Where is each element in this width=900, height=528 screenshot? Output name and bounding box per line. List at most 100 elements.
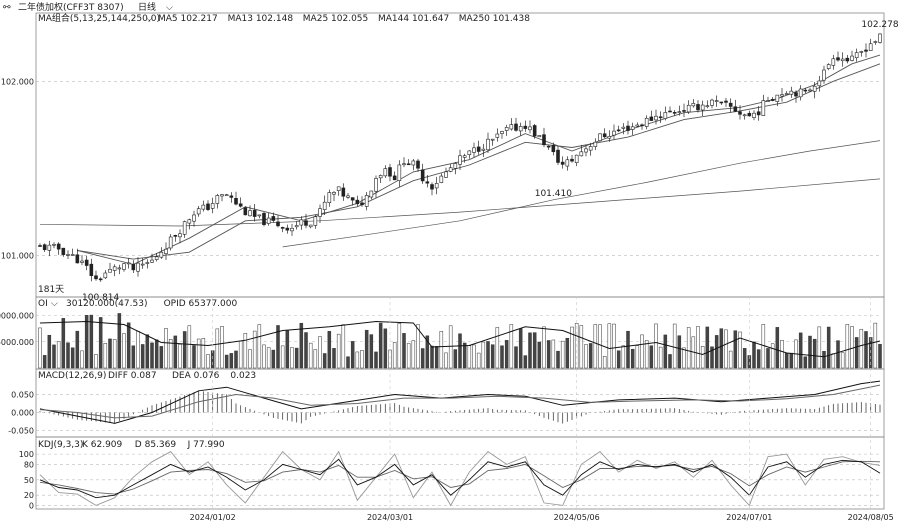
volume-bar-42 — [234, 350, 238, 369]
kdj-panel-frame — [35, 436, 885, 510]
readout-1: MA13 102.148 — [228, 14, 294, 24]
volume-bar-132 — [654, 323, 658, 369]
ma-group-dropdown-icon[interactable]: ⌵ — [146, 14, 153, 24]
oi-plot — [38, 313, 882, 369]
volume-bar-52 — [280, 345, 285, 369]
days-label: 181天 — [38, 285, 64, 295]
candle-body-162 — [794, 92, 798, 97]
period-dropdown-icon[interactable]: ⌵ — [166, 3, 173, 13]
candle-body-126 — [626, 125, 630, 131]
candle-body-176 — [859, 51, 864, 53]
volume-bar-170 — [831, 353, 836, 369]
volume-bar-127 — [630, 348, 635, 369]
candle-body-112 — [560, 161, 565, 165]
candle-body-70 — [364, 195, 369, 207]
candle-body-135 — [668, 110, 672, 113]
candle-body-65 — [341, 187, 346, 197]
candle-body-122 — [607, 136, 612, 139]
y-tick-kdj-100: 100 — [19, 450, 34, 459]
x-tick-2: 2024/05/06 — [554, 513, 600, 522]
candle-body-172 — [840, 58, 845, 62]
volume-bar-130 — [644, 340, 649, 369]
volume-bar-116 — [579, 325, 584, 369]
volume-bar-81 — [416, 324, 420, 369]
oi-dropdown-icon[interactable]: ⌵ — [51, 299, 58, 309]
volume-bar-87 — [444, 352, 448, 369]
y-tick-kdj-80: 80 — [24, 460, 34, 469]
candle-body-26 — [159, 251, 164, 258]
candle-body-166 — [812, 85, 817, 92]
period-label[interactable]: 日线 — [138, 1, 156, 13]
candle-body-69 — [360, 202, 364, 206]
candle-body-62 — [327, 192, 332, 203]
candle-body-98 — [495, 133, 500, 138]
macd-readouts: DIFF 0.087 DEA 0.076 0.023 — [108, 371, 256, 381]
candle-body-158 — [775, 94, 780, 102]
candle-body-155 — [761, 100, 766, 116]
candle-body-109 — [546, 145, 551, 148]
volume-bar-161 — [789, 352, 794, 369]
readout-0: MA5 102.217 — [158, 14, 218, 24]
volume-bar-88 — [448, 325, 453, 369]
volume-bar-93 — [472, 344, 476, 369]
candle-body-173 — [845, 57, 850, 62]
link-icon[interactable]: ⚯ — [3, 3, 11, 13]
volume-bar-69 — [360, 350, 364, 369]
volume-bar-22 — [140, 344, 145, 369]
candle-body-49 — [266, 217, 271, 224]
volume-bar-137 — [677, 335, 682, 369]
volume-bar-95 — [481, 341, 486, 369]
candle-body-53 — [285, 227, 290, 231]
candle-body-96 — [486, 138, 490, 151]
candle-body-138 — [682, 110, 686, 112]
candle-body-36 — [206, 203, 210, 210]
candle-body-2 — [47, 244, 52, 251]
volume-bar-123 — [612, 323, 616, 369]
candle-body-90 — [458, 155, 462, 165]
volume-bar-141 — [696, 326, 700, 369]
candle-body-42 — [234, 198, 238, 205]
volume-bar-86 — [439, 331, 444, 369]
candle-body-20 — [131, 263, 136, 271]
candle-body-30 — [178, 233, 182, 238]
candle-body-137 — [677, 111, 682, 113]
kdj-legend: KDJ(9,3,3) K 62.909 D 85.369 J 77.990 — [38, 440, 225, 450]
y-tick-oi-70000.000: 70000.000 — [0, 312, 34, 321]
volume-bar-126 — [626, 330, 630, 369]
candle-body-95 — [481, 148, 486, 151]
volume-bar-41 — [229, 353, 234, 369]
candle-body-140 — [691, 103, 696, 107]
candle-body-100 — [504, 127, 509, 131]
candle-body-86 — [439, 175, 444, 183]
volume-bar-142 — [700, 346, 705, 369]
volume-bar-119 — [593, 324, 598, 369]
volume-bar-163 — [798, 332, 803, 369]
candle-body-44 — [243, 207, 248, 216]
volume-bar-68 — [355, 351, 360, 369]
candle-body-114 — [570, 158, 574, 162]
candle-body-146 — [719, 101, 724, 104]
volume-bar-129 — [640, 334, 644, 369]
candle-body-3 — [52, 243, 56, 246]
candle-body-118 — [588, 146, 593, 151]
candle-body-149 — [733, 106, 738, 112]
volume-bar-157 — [770, 343, 775, 369]
volume-bar-3 — [52, 344, 56, 369]
candle-body-134 — [663, 112, 668, 119]
volume-bar-37 — [210, 350, 215, 369]
candle-body-72 — [374, 178, 378, 192]
volume-bar-110 — [551, 339, 556, 369]
volume-bar-109 — [546, 340, 551, 369]
volume-bar-55 — [294, 347, 299, 369]
volume-bar-10 — [84, 315, 89, 369]
candle-body-170 — [831, 58, 836, 66]
candle-body-91 — [462, 155, 467, 158]
volume-bar-131 — [649, 345, 654, 369]
candle-body-9 — [80, 260, 84, 263]
volume-bar-98 — [495, 327, 500, 369]
volume-bar-135 — [668, 354, 672, 369]
volume-bar-149 — [733, 330, 738, 369]
candle-body-17 — [117, 267, 122, 270]
volume-bar-103 — [518, 328, 523, 369]
candle-body-124 — [616, 129, 621, 132]
